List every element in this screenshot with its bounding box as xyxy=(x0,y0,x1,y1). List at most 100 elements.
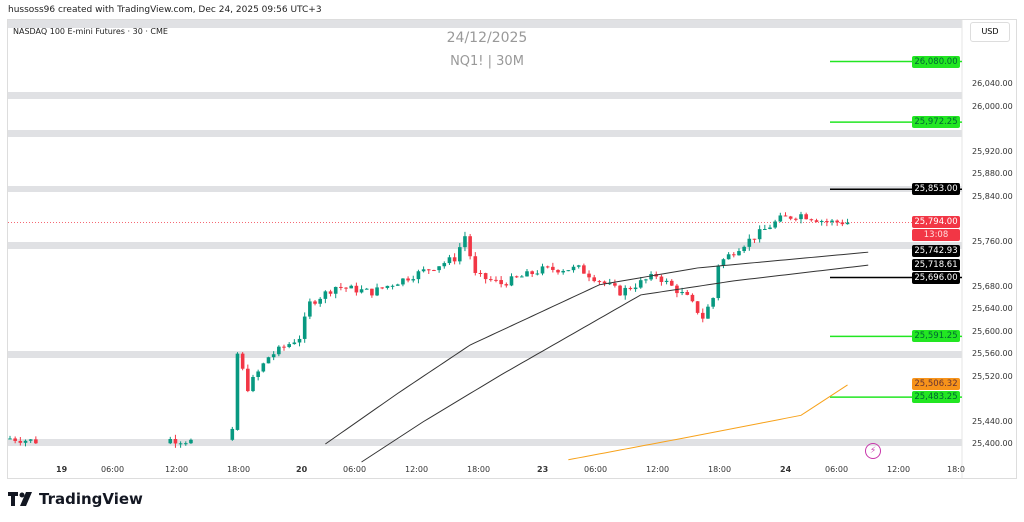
candle-countdown: 13:08 xyxy=(912,229,960,242)
candle xyxy=(535,273,540,275)
candle xyxy=(659,276,664,282)
indicator-price-label: 25,742.93 xyxy=(912,245,960,258)
candle xyxy=(173,439,178,444)
time-tick: 18:00 xyxy=(708,465,732,474)
candle xyxy=(34,439,38,444)
candle xyxy=(489,279,493,281)
candle xyxy=(618,285,622,296)
candle xyxy=(437,266,441,271)
candle xyxy=(664,280,669,282)
level-price-label: 25,853.00 xyxy=(912,183,960,196)
candle xyxy=(721,259,726,266)
candle xyxy=(830,220,834,223)
indicator-price-label: 25,506.32 xyxy=(912,378,960,391)
candle xyxy=(401,278,405,285)
candle xyxy=(809,219,814,221)
candle xyxy=(349,285,354,289)
candle xyxy=(28,439,33,441)
candle xyxy=(494,279,498,281)
candle xyxy=(504,284,509,286)
candle xyxy=(690,294,695,302)
candle xyxy=(8,438,12,440)
candle xyxy=(354,285,359,293)
watermark-ticker: NQ1! | 30M xyxy=(450,54,524,69)
time-tick: 06:00 xyxy=(825,465,849,474)
credit-text: hussoss96 created with TradingView.com, … xyxy=(8,5,322,15)
time-tick: 12:00 xyxy=(646,465,670,474)
price-tick: 25,400.00 xyxy=(972,439,1013,448)
candle xyxy=(835,220,839,223)
candle xyxy=(788,216,793,219)
zone-band xyxy=(8,439,962,446)
candle xyxy=(359,289,364,293)
candle xyxy=(282,346,286,348)
moving-average-fast xyxy=(325,251,869,445)
candle xyxy=(318,298,322,304)
lightning-alert-icon[interactable]: ⚡ xyxy=(865,443,881,459)
candle xyxy=(395,284,400,286)
time-tick: 06:00 xyxy=(343,465,367,474)
candle xyxy=(814,220,819,222)
candle xyxy=(794,218,798,220)
candle xyxy=(189,439,193,444)
candle xyxy=(411,279,416,281)
candle xyxy=(514,276,519,278)
candle xyxy=(551,266,555,270)
candle xyxy=(483,273,488,280)
candle xyxy=(364,288,369,290)
candle xyxy=(556,269,560,273)
candle xyxy=(447,257,452,264)
candle xyxy=(768,227,772,229)
candle xyxy=(520,276,524,278)
candle xyxy=(23,440,28,443)
candle xyxy=(726,254,731,260)
candle xyxy=(168,439,173,444)
time-tick: 23 xyxy=(537,465,549,474)
candle xyxy=(323,291,328,299)
candle xyxy=(747,238,752,247)
candle xyxy=(235,353,240,430)
chart-frame xyxy=(7,19,1017,479)
candle xyxy=(432,270,436,272)
candle xyxy=(783,215,788,217)
candle xyxy=(613,283,617,286)
candle xyxy=(607,283,612,285)
price-tick: 25,680.00 xyxy=(972,281,1013,291)
time-tick: 12:00 xyxy=(887,465,911,474)
time-tick: 12:00 xyxy=(405,465,429,474)
candle xyxy=(706,306,710,319)
candle xyxy=(261,363,266,372)
candle xyxy=(308,301,312,317)
level-price-label: 25,972.25 xyxy=(912,116,960,129)
time-tick: 18:00 xyxy=(227,465,251,474)
price-tick: 26,000.00 xyxy=(972,101,1013,111)
candle xyxy=(499,280,503,285)
candle xyxy=(644,279,648,281)
level-price-label: 25,591.25 xyxy=(912,330,960,343)
tradingview-logo-icon xyxy=(8,492,32,506)
price-tick: 25,440.00 xyxy=(972,416,1013,426)
candle xyxy=(804,214,808,220)
candle xyxy=(473,256,478,273)
candle xyxy=(266,357,271,364)
candle xyxy=(240,353,245,369)
candle xyxy=(571,266,576,271)
candle xyxy=(292,342,297,345)
watermark-date: 24/12/2025 xyxy=(446,30,528,46)
candle xyxy=(406,278,410,281)
candle xyxy=(251,376,255,392)
candle xyxy=(525,271,529,277)
candle xyxy=(375,287,379,296)
candle xyxy=(328,291,333,294)
candle xyxy=(669,280,674,286)
candle xyxy=(545,266,550,268)
price-tick: 25,560.00 xyxy=(972,349,1013,358)
time-tick: 06:00 xyxy=(101,465,125,474)
candle xyxy=(246,368,250,392)
candle xyxy=(302,316,307,339)
price-tick: 25,880.00 xyxy=(972,169,1013,178)
currency-button[interactable]: USD xyxy=(970,22,1010,42)
candle xyxy=(638,280,643,288)
candle xyxy=(421,269,426,272)
